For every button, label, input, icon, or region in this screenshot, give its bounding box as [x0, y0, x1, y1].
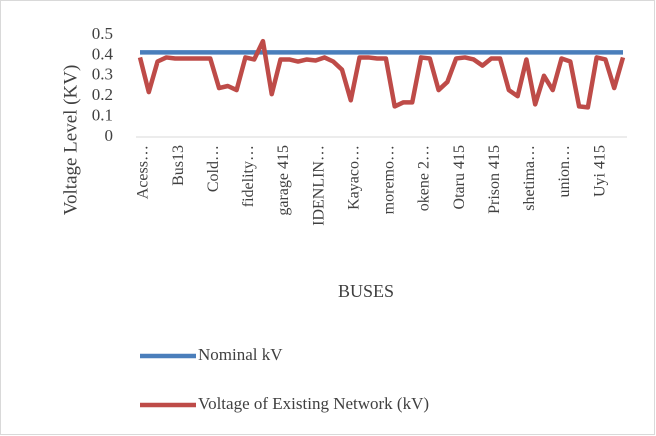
x-tick-label: Acess…: [135, 145, 152, 199]
x-tick-label: Kayaco…: [345, 145, 362, 210]
x-axis-label: BUSES: [338, 281, 394, 301]
x-tick-label: Bus13: [170, 145, 187, 186]
x-tick-label: fidelity…: [240, 145, 257, 207]
y-tick-label: 0: [105, 126, 114, 145]
x-tick-label: union…: [556, 145, 573, 197]
y-tick-label: 0.5: [92, 24, 113, 43]
y-tick-label: 0.1: [92, 106, 113, 125]
x-tick-label: Cold…: [205, 145, 222, 192]
y-axis-label: Voltage Level (KV): [60, 65, 81, 216]
x-tick-label: Otaru 415: [451, 145, 468, 209]
y-tick-label: 0.4: [92, 44, 114, 63]
legend-label: Nominal kV: [198, 345, 283, 364]
x-tick-label: garage 415: [275, 145, 292, 216]
x-tick-label: Prison 415: [486, 145, 503, 214]
x-tick-label: Uyi 415: [591, 145, 608, 197]
series-line: [137, 38, 626, 110]
x-tick-label: IDENLIN…: [310, 145, 327, 226]
x-tick-label: okene 2…: [416, 145, 433, 211]
y-tick-label: 0.2: [92, 85, 113, 104]
x-tick-label: moremo…: [381, 145, 398, 214]
legend-label: Voltage of Existing Network (kV): [198, 394, 429, 413]
y-tick-label: 0.3: [92, 65, 113, 84]
x-tick-label: shetima…: [521, 145, 538, 211]
